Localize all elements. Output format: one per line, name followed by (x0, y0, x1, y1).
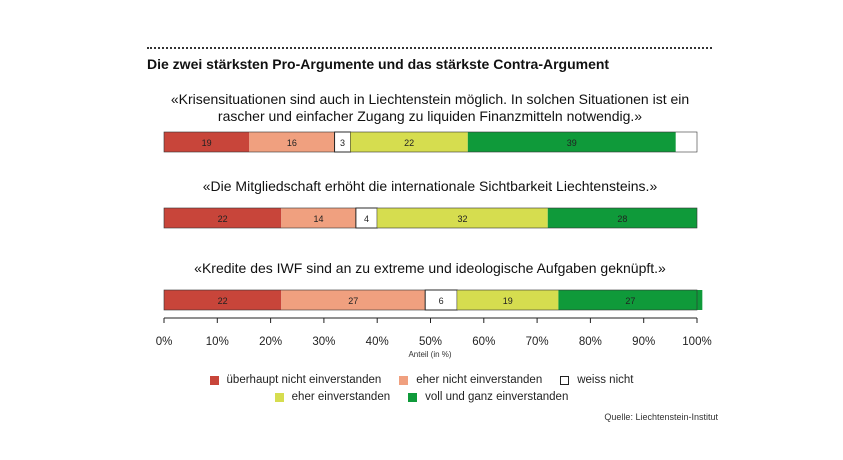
bar-label-q1-s3: 3 (340, 138, 345, 148)
bar-label-q1-s2: 16 (287, 138, 297, 148)
bar-outline-q1 (163, 131, 698, 153)
bar-segment-q1-s5 (467, 132, 676, 152)
legend-item-r2-2: voll und ganz einverstanden (408, 391, 568, 403)
x-tick-label-9: 90% (632, 336, 655, 348)
x-tick-label-8: 80% (579, 336, 602, 348)
bar-segment-q2-s4 (377, 208, 548, 228)
bar-outline-q2 (163, 207, 698, 229)
bar-label-q1-s1: 19 (202, 138, 212, 148)
x-tick-label-1: 10% (206, 336, 229, 348)
bar-label-q3-s4: 19 (503, 296, 513, 306)
bar-label-q2-s5: 28 (617, 214, 627, 224)
legend-swatch (209, 375, 219, 385)
bar-outline-q3 (163, 289, 698, 311)
legend-label: überhaupt nicht einverstanden (226, 374, 382, 386)
source-note: Quelle: Liechtenstein-Institut (604, 412, 718, 422)
x-tick-label-0: 0% (156, 336, 173, 348)
legend-label: eher nicht einverstanden (416, 374, 543, 386)
bar-label-q2-s4: 32 (457, 214, 467, 224)
bar-label-q1-s4: 22 (404, 138, 414, 148)
legend-item-r1-2: eher nicht einverstanden (399, 374, 542, 386)
question-1-line-1: «Krisensituationen sind auch in Liechten… (171, 91, 689, 107)
bar-label-q2-s1: 22 (218, 214, 228, 224)
legend-item-r2-1: eher einverstanden (274, 391, 391, 403)
x-tick-label-2: 20% (259, 336, 282, 348)
bar-label-q2-s2: 14 (314, 214, 324, 224)
question-1-line-2: rascher und einfacher Zugang zu liquiden… (218, 108, 642, 124)
bar-segment-q3-s1 (164, 290, 282, 310)
bar-segment-q3-s5 (558, 290, 703, 310)
legend-swatch (560, 375, 570, 385)
question-3-line-1: «Kredite des IWF sind an zu extreme und … (194, 260, 666, 276)
bar-segment-q3-s2 (281, 290, 426, 310)
legend-item-r1-3: weiss nicht (560, 374, 633, 386)
legend-label: weiss nicht (577, 374, 634, 386)
bar-label-q3-s1: 22 (218, 296, 228, 306)
bar-segment-q2-s2 (281, 208, 356, 228)
legend-label: eher einverstanden (291, 391, 391, 403)
bar-segment-q3-s4 (457, 290, 559, 310)
chart-heading: Die zwei stärksten Pro-Argumente und das… (147, 56, 610, 72)
x-tick-label-5: 50% (419, 336, 442, 348)
x-tick-label-4: 40% (366, 336, 389, 348)
legend-row-1: überhaupt nicht einverstanden eher nicht … (0, 374, 843, 386)
stacked-bar-chart: «Krisensituationen sind auch in Liechten… (156, 91, 712, 359)
x-tick-label-10: 100% (682, 336, 711, 348)
bar-label-q3-s2: 27 (348, 296, 358, 306)
x-axis-label: Anteil (in %) (408, 350, 451, 359)
bar-segment-q1-s2 (249, 132, 335, 152)
bar-segment-q1-s1 (164, 132, 250, 152)
bar-label-q3-s5: 27 (625, 296, 635, 306)
bar-segment-q2-s1 (164, 208, 282, 228)
question-2-line-1: «Die Mitgliedschaft erhöht die internati… (203, 178, 658, 194)
x-tick-label-3: 30% (312, 336, 335, 348)
bar-label-q3-s3: 6 (439, 296, 444, 306)
legend-swatch (408, 392, 418, 402)
legend-swatch (274, 392, 284, 402)
x-tick-label-7: 70% (526, 336, 549, 348)
bar-label-q2-s3: 4 (364, 214, 369, 224)
legend-row-2: eher einverstanden voll und ganz einverst… (0, 391, 843, 403)
top-dotted-rule (147, 47, 712, 49)
legend-item-r1-1: überhaupt nicht einverstanden (209, 374, 382, 386)
bar-segment-q1-s4 (350, 132, 468, 152)
legend-label: voll und ganz einverstanden (425, 391, 569, 403)
x-tick-label-6: 60% (472, 336, 495, 348)
bar-segment-q2-s5 (547, 208, 697, 228)
bar-label-q1-s5: 39 (567, 138, 577, 148)
legend-swatch (399, 375, 409, 385)
